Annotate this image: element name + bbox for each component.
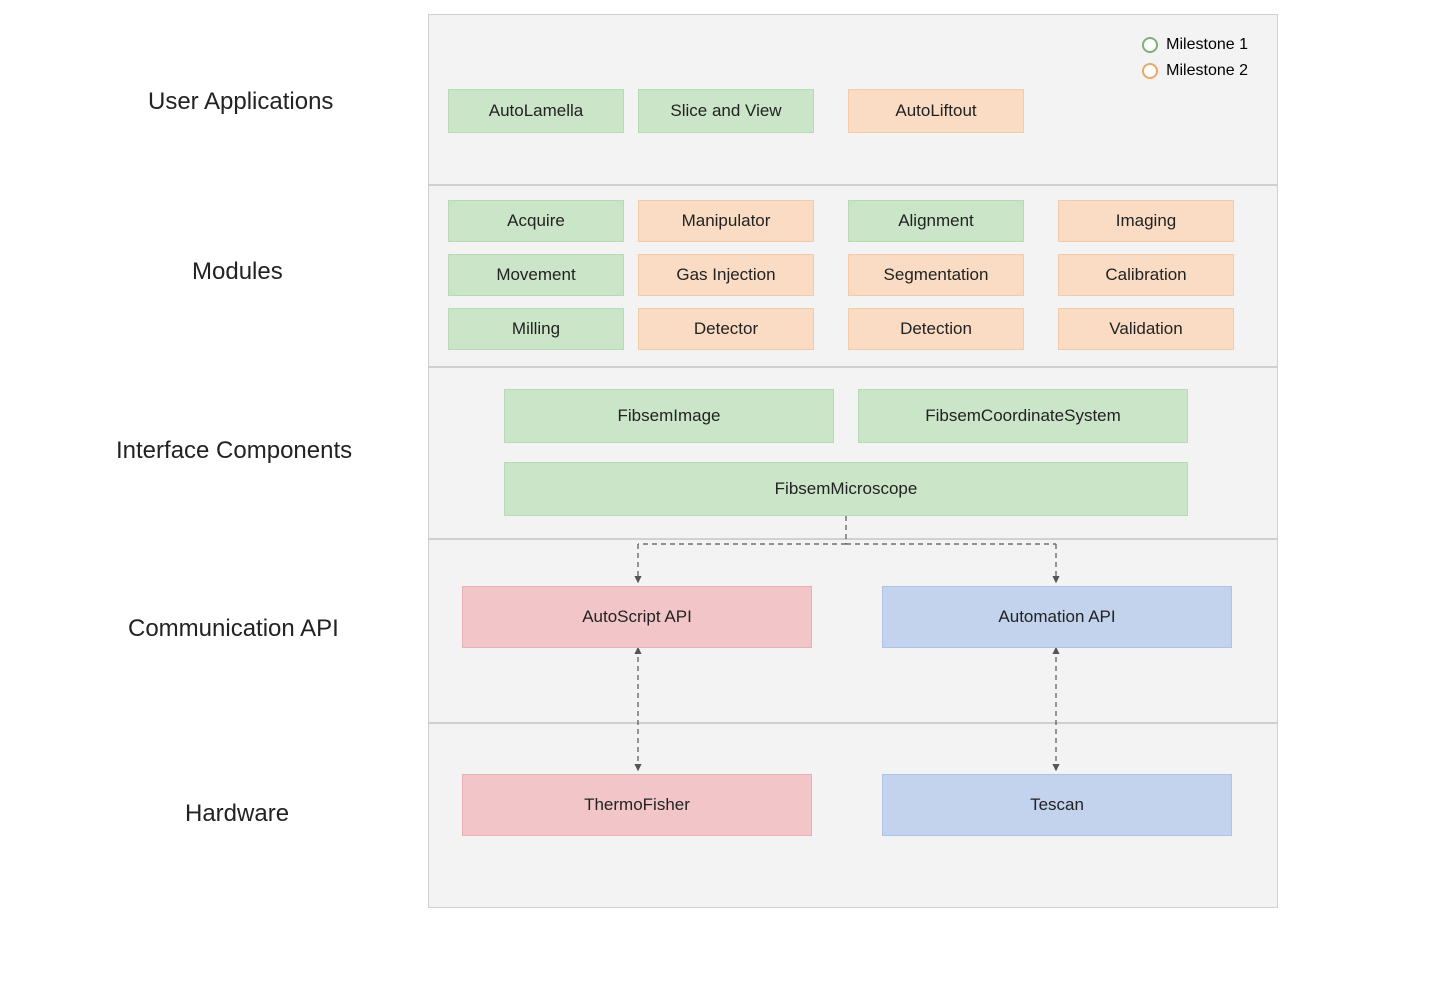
milestone2-swatch	[1142, 63, 1158, 79]
box-detection: Detection	[848, 308, 1024, 350]
box-fibsemcoordinatesystem: FibsemCoordinateSystem	[858, 389, 1188, 443]
box-manipulator: Manipulator	[638, 200, 814, 242]
box-movement: Movement	[448, 254, 624, 296]
box-gas-injection: Gas Injection	[638, 254, 814, 296]
box-tescan: Tescan	[882, 774, 1232, 836]
box-acquire: Acquire	[448, 200, 624, 242]
box-autoliftout: AutoLiftout	[848, 89, 1024, 133]
box-imaging: Imaging	[1058, 200, 1234, 242]
box-validation: Validation	[1058, 308, 1234, 350]
layer-label: Modules	[192, 258, 283, 286]
legend-item-milestone2: Milestone 2	[1142, 62, 1248, 80]
box-autolamella: AutoLamella	[448, 89, 624, 133]
legend-label: Milestone 2	[1166, 62, 1248, 80]
box-thermofisher: ThermoFisher	[462, 774, 812, 836]
box-autoscript-api: AutoScript API	[462, 586, 812, 648]
legend-label: Milestone 1	[1166, 36, 1248, 54]
milestone1-swatch	[1142, 37, 1158, 53]
box-fibsemimage: FibsemImage	[504, 389, 834, 443]
layer-label: Hardware	[185, 800, 289, 828]
layer-label: Communication API	[128, 615, 339, 643]
box-alignment: Alignment	[848, 200, 1024, 242]
architecture-diagram: Milestone 1 Milestone 2 AutoLamella Slice…	[428, 14, 1278, 932]
box-detector: Detector	[638, 308, 814, 350]
box-segmentation: Segmentation	[848, 254, 1024, 296]
box-automation-api: Automation API	[882, 586, 1232, 648]
layer-label: Interface Components	[116, 437, 352, 465]
box-milling: Milling	[448, 308, 624, 350]
layer-label: User Applications	[148, 88, 333, 116]
legend-item-milestone1: Milestone 1	[1142, 36, 1248, 54]
box-calibration: Calibration	[1058, 254, 1234, 296]
box-slice-and-view: Slice and View	[638, 89, 814, 133]
legend: Milestone 1 Milestone 2	[1142, 36, 1248, 88]
box-fibsemmicroscope: FibsemMicroscope	[504, 462, 1188, 516]
